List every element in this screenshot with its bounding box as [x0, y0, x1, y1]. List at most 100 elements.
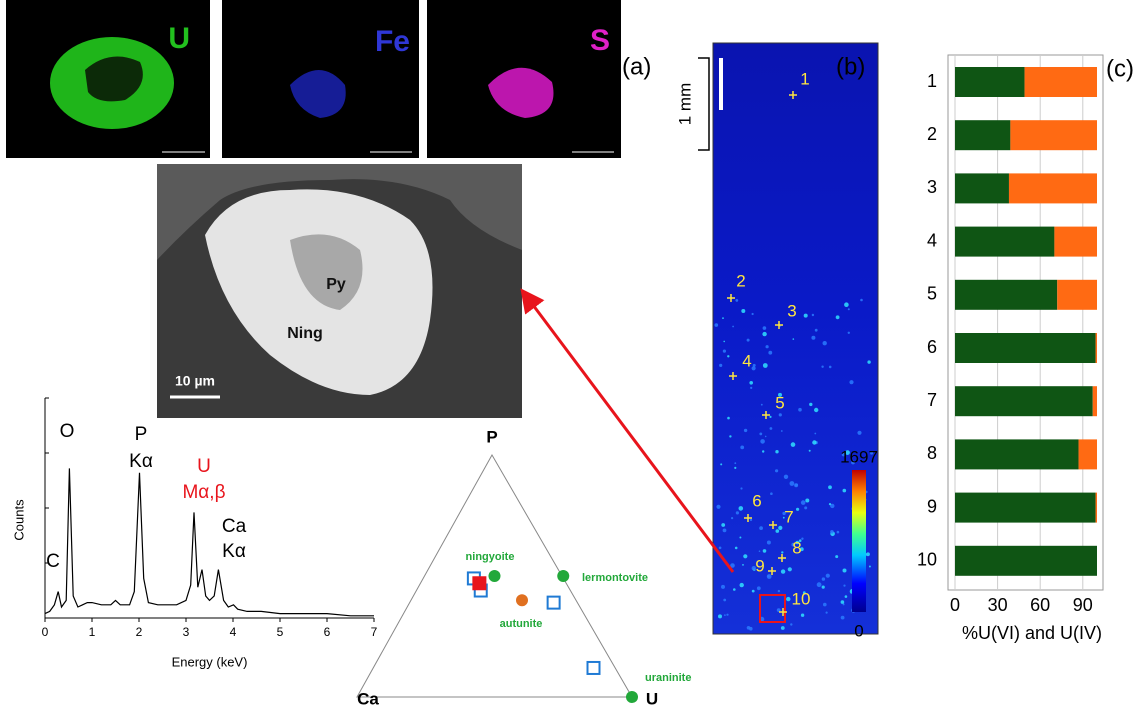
y-axis-label: Counts [11, 499, 26, 541]
mineral-marker [557, 570, 570, 582]
mineral-label: autunite [500, 618, 543, 630]
y-tick-label: 7 [927, 390, 937, 410]
map-speckle [798, 539, 802, 542]
map-speckle [801, 537, 804, 540]
axes [44, 398, 374, 619]
map-speckle [766, 574, 772, 579]
bar-segment [955, 492, 1096, 523]
map-speckle [796, 507, 800, 511]
map-speckle [742, 564, 744, 566]
map-speckle [821, 365, 824, 368]
bar-segment [1095, 492, 1097, 523]
map-speckle [847, 308, 850, 311]
bar-segment [955, 226, 1055, 257]
map-speckle [799, 547, 804, 552]
map-speckle [734, 466, 737, 469]
element-map [712, 42, 879, 635]
y-tick-label: 6 [927, 337, 937, 357]
map-speckle [830, 503, 835, 509]
map-speckle [732, 325, 734, 328]
map-speckle [714, 323, 719, 327]
map-speckle [746, 338, 750, 342]
map-speckle [777, 589, 781, 593]
map-speckle [804, 506, 808, 510]
s-signal [488, 67, 554, 118]
x-axis-label: Energy (keV) [172, 654, 248, 669]
map-speckle [775, 450, 779, 454]
bar-segment [1008, 173, 1097, 204]
map-speckle [765, 345, 769, 349]
point-label: 3 [787, 301, 796, 320]
point-marker [727, 294, 735, 302]
point-marker [769, 521, 777, 529]
map-speckle [775, 469, 779, 473]
map-speckle [828, 365, 832, 369]
map-speckle [795, 540, 800, 545]
arrow [520, 288, 735, 573]
x-tick-label: 60 [1030, 595, 1050, 615]
map-speckle [735, 511, 740, 515]
map-speckle [738, 506, 744, 511]
map-speckle [783, 474, 789, 479]
map-speckle [722, 349, 727, 353]
mineral-label: ningyoite [466, 551, 515, 563]
map-speckle [780, 430, 783, 432]
map-speckle [740, 487, 743, 490]
map-speckle [760, 439, 765, 444]
peak-label: Kα [222, 541, 246, 562]
bar-segment [955, 386, 1093, 417]
map-speckle [733, 588, 736, 591]
x-tick-label: 6 [324, 625, 331, 639]
map-speckle [759, 526, 763, 530]
point-label: 1 [800, 69, 809, 88]
element-label: S [590, 24, 610, 57]
bar-segment [955, 120, 1011, 151]
sample-marker [546, 595, 561, 610]
bar-segment [1010, 120, 1097, 151]
mineral-marker [488, 570, 501, 582]
map-speckle [835, 315, 840, 320]
element-label: U [168, 22, 190, 55]
map-speckle [775, 529, 780, 533]
map-speckle [762, 326, 767, 330]
x-tick-label: 0 [950, 595, 960, 615]
point-marker [789, 91, 797, 99]
map-speckle [723, 598, 727, 602]
map-speckle [789, 481, 795, 486]
x-tick-label: 3 [183, 625, 190, 639]
bar-segment [955, 439, 1079, 470]
point-label: 5 [775, 393, 784, 412]
point-label: 4 [742, 351, 751, 370]
x-tick-label: 90 [1073, 595, 1093, 615]
map-speckle [821, 585, 825, 589]
map-speckle [808, 449, 811, 452]
map-speckle [780, 569, 786, 574]
fe-signal [290, 70, 346, 118]
map-speckle [751, 589, 755, 593]
map-speckle [721, 584, 725, 589]
map-speckle [735, 299, 739, 302]
bar-frame [947, 54, 1104, 591]
scale-label: 1 mm [675, 83, 694, 126]
map-speckle [766, 540, 771, 545]
map-speckle [769, 415, 772, 418]
mineral-marker [516, 594, 528, 607]
bar-segment [1054, 226, 1097, 257]
map-speckle [821, 577, 826, 581]
map-speckle [814, 328, 818, 332]
x-tick-label: 30 [988, 595, 1008, 615]
map-speckle [870, 451, 874, 455]
map-speckle [814, 432, 817, 435]
map-speckle [828, 503, 832, 506]
map-speckle [800, 500, 806, 505]
map-speckle [866, 552, 870, 557]
map-speckle [762, 450, 765, 453]
map-speckle [823, 602, 827, 607]
colorbar [852, 470, 866, 612]
map-speckle [791, 542, 796, 547]
map-speckle [726, 613, 729, 616]
map-speckle [724, 614, 726, 616]
peak-label: C [46, 551, 60, 572]
map-speckle [794, 483, 799, 488]
